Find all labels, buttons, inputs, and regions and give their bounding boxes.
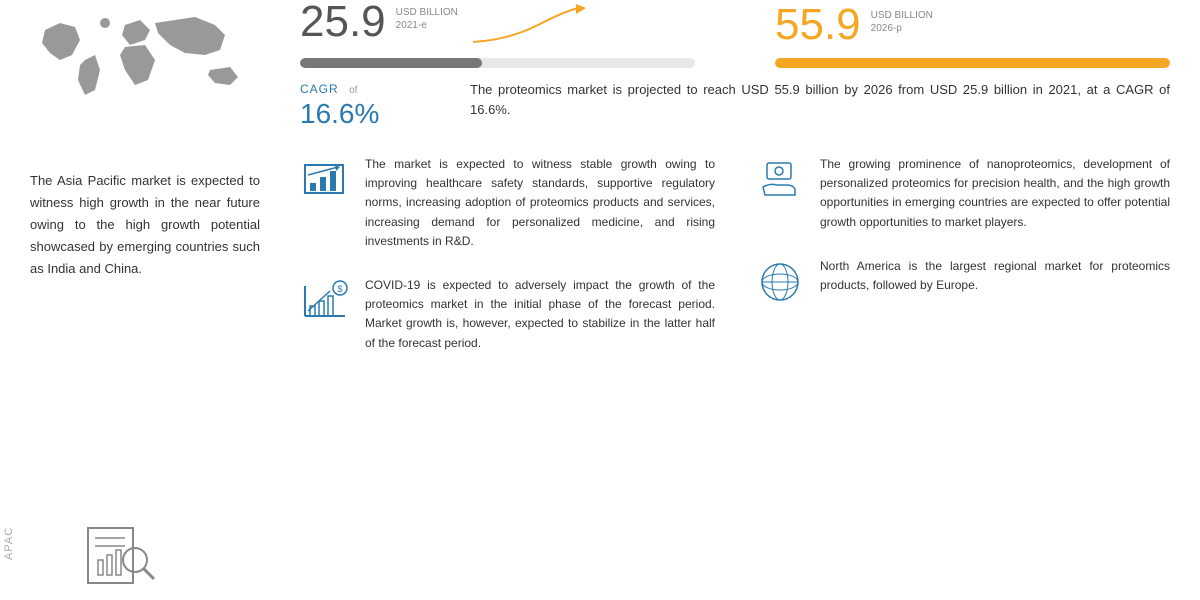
metric-2021-value: 25.9	[300, 0, 386, 44]
cagr-block: CAGR of 16.6%	[300, 80, 440, 130]
money-hand-icon	[755, 155, 805, 205]
report-magnify-icon	[80, 520, 160, 590]
metric-2021-units: USD BILLION 2021-e	[396, 6, 458, 32]
top-row: 25.9 USD BILLION 2021-e 55.9 USD BILLION…	[30, 0, 1170, 130]
metric-2026-value: 55.9	[775, 3, 861, 47]
apac-label: APAC	[3, 527, 15, 560]
metric-2021: 25.9 USD BILLION 2021-e	[300, 0, 695, 50]
covid-block: $ COVID-19 is expected to adversely impa…	[300, 276, 715, 353]
progress-2026	[775, 58, 1170, 68]
cagr-of: of	[349, 85, 357, 96]
metrics-row: 25.9 USD BILLION 2021-e 55.9 USD BILLION…	[300, 0, 1170, 50]
right-column: The growing prominence of nanoproteomics…	[755, 155, 1170, 378]
covid-text: COVID-19 is expected to adversely impact…	[365, 276, 715, 353]
metric-2026-units: USD BILLION 2026-p	[871, 9, 933, 35]
svg-text:$: $	[337, 284, 342, 294]
chart-up-icon	[300, 155, 350, 205]
map-holder	[30, 0, 260, 130]
cagr-label: CAGR	[300, 82, 339, 96]
sidebar-apac-text: The Asia Pacific market is expected to w…	[30, 170, 260, 378]
nano-block: The growing prominence of nanoproteomics…	[755, 155, 1170, 232]
nano-text: The growing prominence of nanoproteomics…	[820, 155, 1170, 232]
trend-dollar-icon: $	[300, 276, 350, 326]
growth-text: The market is expected to witness stable…	[365, 155, 715, 251]
na-block: North America is the largest regional ma…	[755, 257, 1170, 307]
cagr-row: CAGR of 16.6% The proteomics market is p…	[300, 80, 1170, 130]
growth-block: The market is expected to witness stable…	[300, 155, 715, 251]
summary-text: The proteomics market is projected to re…	[470, 80, 1170, 119]
progress-2021	[300, 58, 695, 68]
metric-2026: 55.9 USD BILLION 2026-p	[775, 3, 1170, 47]
metrics-area: 25.9 USD BILLION 2021-e 55.9 USD BILLION…	[300, 0, 1170, 130]
world-map-icon	[30, 5, 250, 115]
globe-icon	[755, 257, 805, 307]
cagr-value: 16.6%	[300, 98, 440, 130]
middle-column: The market is expected to witness stable…	[300, 155, 715, 378]
na-text: North America is the largest regional ma…	[820, 257, 1170, 295]
growth-arrow-icon	[468, 0, 588, 50]
progress-row	[300, 58, 1170, 68]
content-grid: The Asia Pacific market is expected to w…	[30, 155, 1170, 378]
